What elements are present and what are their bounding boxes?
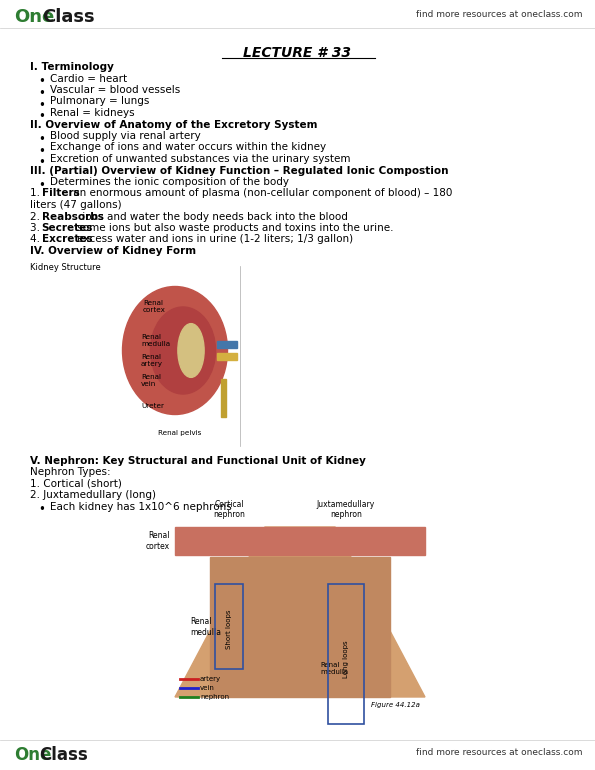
Text: III. (Partial) Overview of Kidney Function – Regulated Ionic Compostion: III. (Partial) Overview of Kidney Functi…	[30, 166, 449, 176]
Text: artery: artery	[200, 676, 221, 682]
Text: 4.: 4.	[30, 235, 43, 245]
Text: LECTURE # 33: LECTURE # 33	[243, 46, 351, 60]
Text: •: •	[38, 156, 45, 169]
Text: •: •	[38, 504, 45, 517]
Text: an enormous amount of plasma (non-cellular component of blood) – 180: an enormous amount of plasma (non-cellul…	[70, 189, 453, 199]
Text: Each kidney has 1x10^6 nephrons: Each kidney has 1x10^6 nephrons	[50, 501, 231, 511]
Text: Excretes: Excretes	[42, 235, 92, 245]
Text: 3.: 3.	[30, 223, 43, 233]
Text: nephron: nephron	[200, 694, 229, 700]
Text: Reabsorbs: Reabsorbs	[42, 212, 104, 222]
FancyArrow shape	[221, 379, 226, 417]
Text: Excretion of unwanted substances via the urinary system: Excretion of unwanted substances via the…	[50, 154, 350, 164]
Text: Renal
cortex: Renal cortex	[143, 300, 166, 313]
Bar	[215, 584, 243, 669]
Text: •: •	[38, 87, 45, 100]
Text: Renal
cortex: Renal cortex	[146, 531, 170, 551]
Text: Renal = kidneys: Renal = kidneys	[50, 108, 134, 118]
FancyArrow shape	[217, 341, 237, 348]
Bar	[175, 527, 425, 555]
Text: •: •	[38, 133, 45, 146]
Text: Renal
medulla: Renal medulla	[190, 618, 221, 637]
FancyArrow shape	[217, 353, 237, 360]
Text: •: •	[38, 145, 45, 158]
Text: •: •	[38, 75, 45, 89]
Text: 2. Juxtamedullary (long): 2. Juxtamedullary (long)	[30, 490, 156, 500]
Text: •: •	[38, 99, 45, 112]
Bar	[328, 584, 364, 724]
Text: Cortical
nephron: Cortical nephron	[213, 500, 245, 519]
Text: Short loops: Short loops	[226, 609, 232, 649]
Ellipse shape	[178, 323, 204, 377]
Text: Exchange of ions and water occurs within the kidney: Exchange of ions and water occurs within…	[50, 142, 326, 152]
Text: liters (47 gallons): liters (47 gallons)	[30, 200, 121, 210]
Text: V. Nephron: Key Structural and Functional Unit of Kidney: V. Nephron: Key Structural and Functiona…	[30, 456, 366, 466]
Text: Secretes: Secretes	[42, 223, 93, 233]
Text: Juxtamedullary
nephron: Juxtamedullary nephron	[317, 500, 375, 519]
Text: Nephron Types:: Nephron Types:	[30, 467, 111, 477]
Text: find more resources at oneclass.com: find more resources at oneclass.com	[416, 748, 583, 757]
Text: vein: vein	[200, 685, 215, 691]
Polygon shape	[175, 527, 425, 697]
Text: Filters: Filters	[42, 189, 80, 199]
Ellipse shape	[151, 307, 215, 394]
Text: Ureter: Ureter	[141, 403, 164, 410]
Text: ions and water the body needs back into the blood: ions and water the body needs back into …	[79, 212, 347, 222]
Ellipse shape	[123, 286, 227, 414]
Text: Blood supply via renal artery: Blood supply via renal artery	[50, 131, 201, 141]
Text: excess water and ions in urine (1-2 liters; 1/3 gallon): excess water and ions in urine (1-2 lite…	[74, 235, 353, 245]
Text: Renal
medulla: Renal medulla	[320, 662, 348, 675]
Text: Kidney Structure: Kidney Structure	[30, 263, 101, 272]
Text: Figure 44.12a: Figure 44.12a	[371, 702, 420, 708]
Text: 1.: 1.	[30, 189, 43, 199]
Text: •: •	[38, 110, 45, 123]
Text: Cardio = heart: Cardio = heart	[50, 73, 127, 83]
Text: 1. Cortical (short): 1. Cortical (short)	[30, 478, 122, 488]
Text: IV. Overview of Kidney Form: IV. Overview of Kidney Form	[30, 246, 196, 256]
Text: •: •	[38, 179, 45, 192]
Text: Class: Class	[42, 8, 95, 26]
Text: find more resources at oneclass.com: find more resources at oneclass.com	[416, 10, 583, 19]
Text: Pulmonary = lungs: Pulmonary = lungs	[50, 96, 149, 106]
Text: Renal
artery: Renal artery	[141, 354, 163, 367]
Text: Long loops: Long loops	[343, 640, 349, 678]
Text: some ions but also waste products and toxins into the urine.: some ions but also waste products and to…	[74, 223, 394, 233]
Text: Renal
medulla: Renal medulla	[141, 334, 170, 347]
Text: One: One	[14, 746, 51, 764]
Text: 2.: 2.	[30, 212, 43, 222]
Bar	[210, 557, 390, 697]
Text: Renal pelvis: Renal pelvis	[158, 430, 202, 437]
Text: Determines the ionic composition of the body: Determines the ionic composition of the …	[50, 177, 289, 187]
Text: One: One	[14, 8, 54, 26]
Text: Vascular = blood vessels: Vascular = blood vessels	[50, 85, 180, 95]
Text: II. Overview of Anatomy of the Excretory System: II. Overview of Anatomy of the Excretory…	[30, 119, 318, 129]
Text: Renal
vein: Renal vein	[141, 374, 161, 387]
Text: I. Terminology: I. Terminology	[30, 62, 114, 72]
Text: Class: Class	[39, 746, 87, 764]
